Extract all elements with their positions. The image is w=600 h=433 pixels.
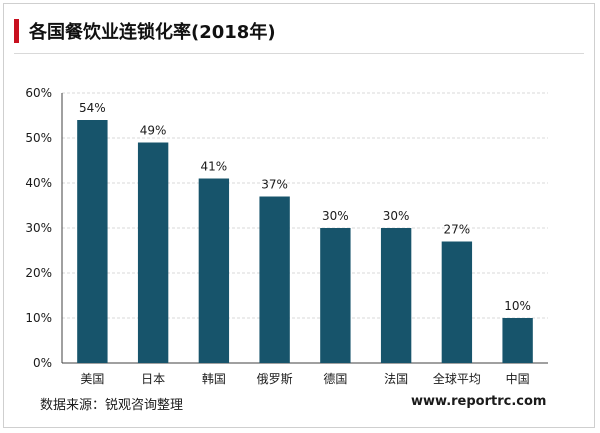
title-divider	[14, 53, 584, 54]
data-label: 30%	[322, 209, 349, 223]
x-tick-label: 中国	[506, 371, 530, 386]
y-tick-label: 0%	[33, 356, 52, 370]
y-tick-label: 50%	[25, 131, 52, 145]
title-accent-marker	[14, 19, 19, 43]
x-tick-label: 韩国	[202, 371, 226, 386]
data-label: 30%	[383, 209, 410, 223]
data-label: 49%	[140, 124, 167, 138]
y-tick-label: 20%	[25, 266, 52, 280]
y-tick-label: 60%	[25, 86, 52, 100]
x-tick-label: 德国	[323, 371, 347, 386]
data-label: 37%	[261, 178, 288, 192]
bar	[137, 142, 169, 363]
title-bar: 各国餐饮业连锁化率(2018年)	[14, 18, 276, 44]
x-tick-label: 日本	[141, 372, 165, 386]
bar	[502, 318, 533, 363]
data-label: 27%	[444, 223, 471, 237]
bar	[380, 228, 412, 363]
data-label: 54%	[79, 101, 106, 115]
bar	[441, 241, 473, 363]
y-tick-label: 10%	[25, 311, 52, 325]
x-tick-label: 全球平均	[433, 371, 481, 386]
bar	[77, 120, 108, 363]
bar	[198, 178, 230, 363]
x-tick-label: 俄罗斯	[257, 372, 293, 386]
chart-title: 各国餐饮业连锁化率(2018年)	[29, 22, 276, 43]
bar	[320, 228, 351, 363]
data-label: 10%	[504, 299, 531, 313]
source-note: 数据来源：锐观咨询整理	[40, 398, 184, 413]
y-tick-label: 30%	[25, 221, 52, 235]
data-label: 41%	[201, 160, 228, 174]
x-tick-label: 法国	[384, 372, 408, 386]
bar	[259, 196, 290, 363]
y-tick-label: 40%	[25, 176, 52, 190]
x-tick-label: 美国	[80, 372, 104, 386]
website-label: www.reportrc.com	[411, 394, 547, 409]
